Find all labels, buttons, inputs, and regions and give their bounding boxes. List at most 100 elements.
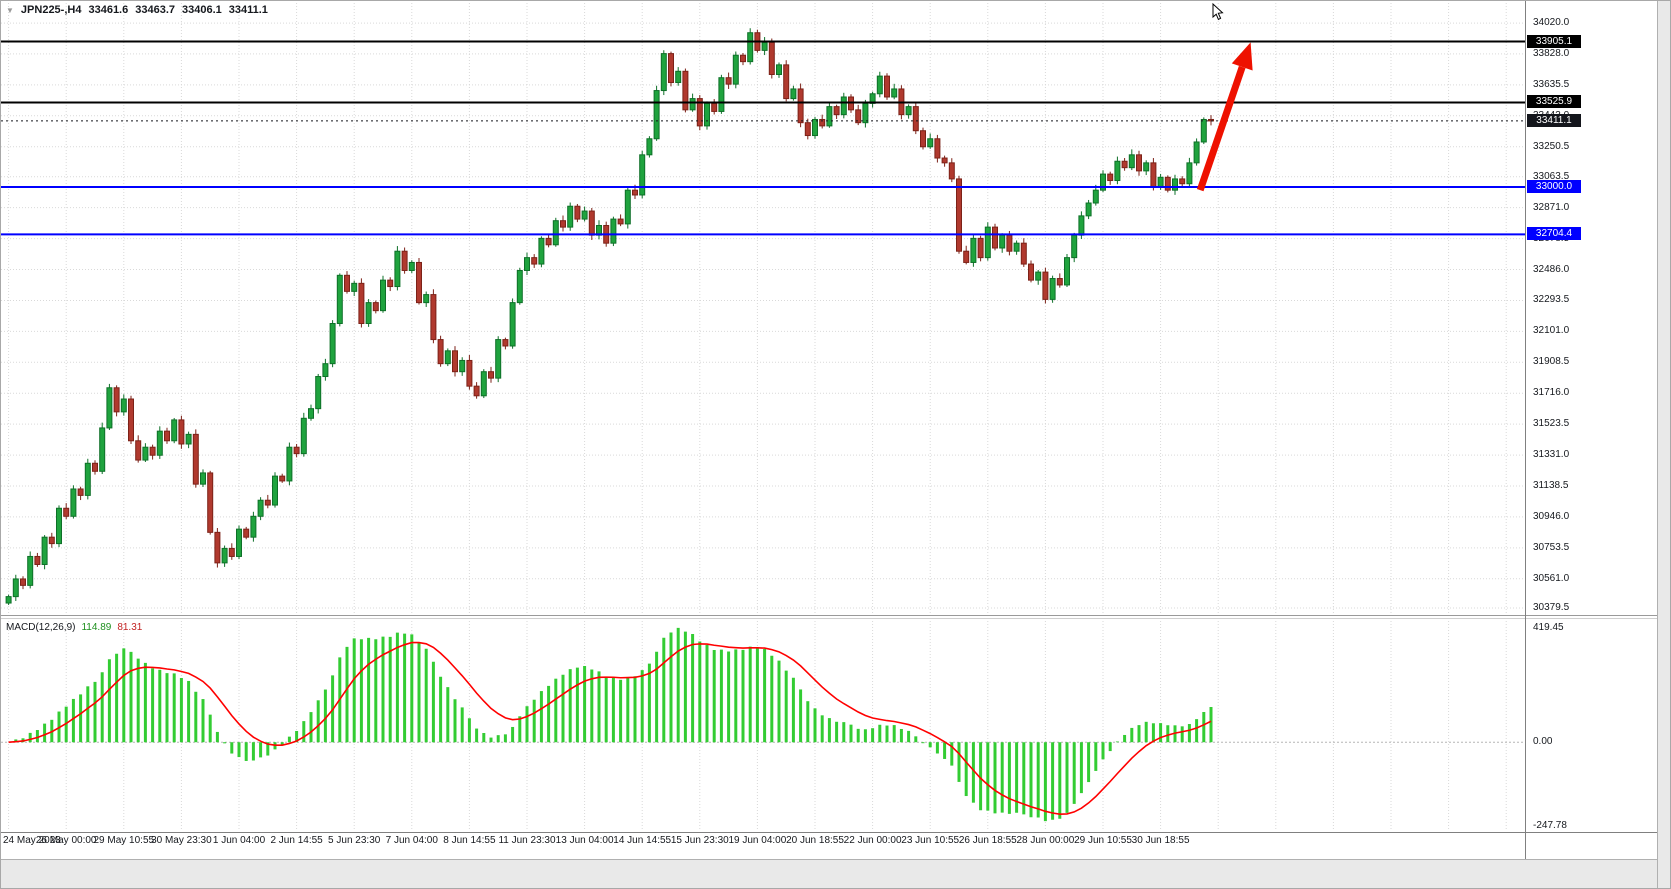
candle — [1049, 275, 1056, 303]
candle — [1200, 117, 1207, 145]
candle — [740, 52, 746, 66]
time-tick-label: 30 Jun 18:55 — [1131, 835, 1190, 846]
candle-body — [956, 178, 962, 252]
candle — [473, 382, 480, 399]
candle — [732, 51, 739, 89]
candle-body — [581, 210, 588, 220]
candle — [221, 545, 228, 567]
candle — [905, 104, 912, 119]
candle-body — [372, 302, 379, 312]
candle — [1092, 184, 1099, 206]
candle-body — [192, 433, 199, 485]
candle-body — [776, 64, 782, 75]
candle — [1028, 260, 1034, 283]
candle-body — [1150, 162, 1157, 188]
candle — [495, 336, 502, 383]
candle — [70, 485, 77, 519]
time-tick-label: 23 Jun 10:55 — [901, 835, 960, 846]
candle-body — [452, 350, 458, 373]
candle-body — [48, 536, 55, 545]
candle-body — [1107, 173, 1114, 182]
candle — [502, 337, 509, 350]
ohlc-close-value: 33411.1 — [228, 4, 268, 16]
macd-name: MACD(12,26,9) — [6, 622, 76, 633]
candle-body — [156, 430, 163, 456]
candle — [1164, 175, 1171, 193]
candle-body — [905, 106, 912, 116]
candle — [812, 116, 818, 139]
candle — [776, 62, 782, 78]
candle-body — [567, 205, 574, 228]
candle-body — [588, 210, 595, 236]
candle-body — [164, 430, 170, 442]
candle — [617, 214, 624, 227]
candle — [682, 68, 689, 113]
candle — [747, 28, 754, 65]
candle-body — [725, 77, 732, 85]
time-tick-label: 22 Jun 00:00 — [843, 835, 902, 846]
candle-body — [315, 376, 322, 410]
candle-body — [120, 398, 127, 413]
candle-body — [178, 419, 185, 445]
candle — [1114, 156, 1121, 185]
candle-body — [1200, 118, 1207, 143]
candle — [718, 74, 725, 114]
candle — [516, 267, 523, 305]
candle — [891, 83, 898, 100]
mouse-cursor-icon — [1212, 2, 1224, 21]
candle — [185, 431, 192, 449]
candle — [437, 335, 444, 367]
candle — [228, 543, 235, 560]
candle — [250, 511, 257, 542]
candle-body — [1013, 242, 1020, 252]
candle-body — [1136, 154, 1142, 172]
candle — [1193, 138, 1200, 166]
candle — [797, 83, 804, 128]
candle-body — [934, 138, 941, 159]
candle-body — [1049, 278, 1056, 300]
candle — [639, 150, 646, 199]
candle-body — [812, 118, 818, 137]
candle-body — [1071, 234, 1078, 259]
candle — [660, 50, 667, 96]
candle-body — [495, 339, 502, 379]
candle-body — [610, 218, 617, 244]
candle — [581, 206, 588, 222]
candle — [164, 427, 170, 444]
candle — [293, 443, 300, 458]
candle — [1121, 158, 1128, 171]
candle-body — [92, 462, 98, 472]
candle-body — [1035, 271, 1042, 281]
candle-body — [236, 528, 242, 557]
chart-area[interactable]: ▼ JPN225-,H4 33461.6 33463.7 33406.1 334… — [1, 1, 1657, 859]
candle — [970, 234, 977, 267]
candle — [538, 236, 545, 268]
candle-body — [63, 507, 70, 517]
candle — [783, 60, 790, 102]
candle — [524, 252, 530, 275]
candle-body — [12, 578, 19, 598]
symbol-dropdown-icon[interactable]: ▼ — [6, 5, 14, 15]
candle-body — [1042, 271, 1049, 300]
candle — [257, 497, 264, 521]
candle — [1179, 176, 1186, 188]
time-tick-label: 26 Jun 18:55 — [958, 835, 1017, 846]
candle — [63, 503, 70, 520]
candle — [92, 460, 98, 475]
time-tick-label: 24 May 2023 — [3, 835, 61, 846]
candle — [876, 71, 883, 98]
candle-body — [682, 70, 689, 111]
candle-body — [293, 446, 300, 455]
candle-body — [624, 189, 631, 225]
candle-body — [1100, 173, 1106, 191]
candle-body — [862, 102, 869, 124]
candle — [34, 552, 41, 567]
time-axis[interactable]: 24 May 2023 26 May 00:00 29 May 10:55 30 Ma… — [1, 835, 1657, 859]
candle — [862, 99, 869, 128]
candle-body — [113, 387, 120, 413]
symbol-timeframe-label: JPN225-,H4 — [20, 4, 82, 16]
candle — [927, 133, 934, 149]
candle — [430, 289, 437, 344]
candle — [149, 444, 156, 460]
candle — [20, 576, 26, 590]
